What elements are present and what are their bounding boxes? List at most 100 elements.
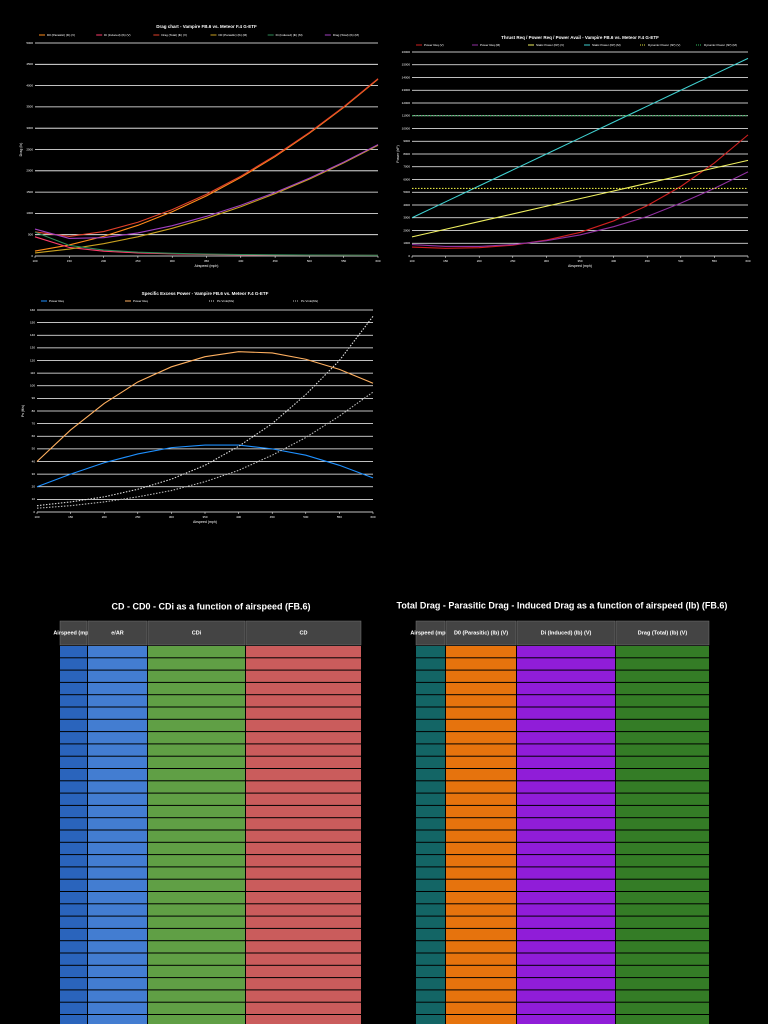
table-cell: [616, 756, 709, 768]
legend-label: Dynamic Power (hP) (M): [704, 43, 737, 47]
table-cell: [88, 990, 147, 1002]
table-cell: [517, 781, 615, 793]
x-tick-label: 150: [68, 515, 73, 519]
y-tick-label: 40: [32, 459, 36, 463]
table-header-cell: [59, 620, 88, 646]
legend-label: Power Req (M): [480, 43, 500, 47]
table-cell: [148, 953, 245, 965]
x-tick-label: 450: [273, 259, 278, 263]
table-cell: [517, 732, 615, 744]
y-tick-label: 60: [32, 434, 36, 438]
table-cell: [517, 818, 615, 830]
table-cell: [416, 941, 445, 953]
table-cell: [60, 892, 87, 904]
table-cell: [517, 904, 615, 916]
series-line: [411, 57, 749, 219]
table-cell: [517, 830, 615, 842]
table-cell: [246, 719, 361, 732]
y-tick-label: 140: [30, 333, 35, 337]
table-cell: [88, 830, 147, 842]
table-cell: [517, 769, 615, 781]
y-tick-label: 2000: [26, 169, 33, 173]
series-line: [36, 444, 374, 488]
table-cell: [88, 965, 147, 978]
table-cell: [517, 953, 615, 965]
table-cell: [616, 830, 709, 842]
table-cell: [148, 892, 245, 904]
table-cell: [148, 682, 245, 695]
table-cell: [88, 879, 147, 891]
table-cell: [517, 793, 615, 805]
y-tick-label: 3000: [403, 216, 410, 220]
y-tick-label: 80: [32, 409, 36, 413]
y-tick-label: 90: [32, 396, 36, 400]
x-tick-label: 300: [170, 259, 175, 263]
x-tick-label: 250: [135, 515, 140, 519]
y-tick-label: 70: [32, 421, 36, 425]
table-cell: [60, 941, 87, 953]
table-cell: [616, 990, 709, 1002]
legend-label: Di (Induced) (lb) (M): [276, 33, 303, 37]
table-cell: [616, 793, 709, 805]
table-cell: [416, 682, 445, 695]
table-cell: [88, 695, 147, 707]
series-line: [411, 159, 749, 238]
table-cell: [148, 830, 245, 842]
table-header-cell: [516, 620, 616, 646]
table-cell: [246, 805, 361, 818]
legend-label: Drag (Total) (lb) (M): [333, 33, 359, 37]
table-cell: [246, 916, 361, 928]
table-cell: [60, 695, 87, 707]
y-tick-label: 1000: [403, 241, 410, 245]
series-line: [36, 351, 374, 462]
table-cell: [148, 916, 245, 928]
table-cell: [517, 744, 615, 756]
y-tick-label: 10000: [402, 126, 411, 130]
series-line: [34, 78, 379, 238]
table-cell: [88, 1002, 147, 1014]
x-tick-label: 400: [236, 515, 241, 519]
table-cell: [60, 830, 87, 842]
table-cell: [446, 978, 516, 990]
table-cell: [446, 928, 516, 941]
x-tick-label: 300: [544, 259, 549, 263]
table-cell: [88, 781, 147, 793]
table-cell: [616, 769, 709, 781]
table-cell: [616, 818, 709, 830]
y-tick-label: 1500: [26, 190, 33, 194]
y-tick-label: 0: [408, 254, 410, 258]
table-cell: [148, 928, 245, 941]
table-cell: [246, 867, 361, 879]
table-cell: [246, 842, 361, 855]
table-cell: [616, 879, 709, 891]
table-cell: [88, 867, 147, 879]
series-line: [411, 171, 749, 247]
table-cell: [616, 695, 709, 707]
table-cell: [517, 707, 615, 719]
table-cell: [416, 965, 445, 978]
x-tick-label: 300: [169, 515, 174, 519]
table-header-cell: [87, 620, 148, 646]
x-axis-label: Airspeed (mph): [193, 520, 217, 524]
y-tick-label: 110: [30, 371, 35, 375]
table-cell: [446, 769, 516, 781]
chart-title: Thrust Req / Power Req / Power Avail - V…: [501, 35, 659, 40]
y-tick-label: 6000: [403, 177, 410, 181]
table-cell: [148, 867, 245, 879]
x-tick-label: 350: [204, 259, 209, 263]
x-tick-label: 400: [611, 259, 616, 263]
x-tick-label: 500: [307, 259, 312, 263]
table-cell: [88, 707, 147, 719]
table-cell: [148, 769, 245, 781]
table-cell: [416, 658, 445, 670]
table-cell: [517, 695, 615, 707]
table-cell: [416, 818, 445, 830]
x-tick-label: 600: [370, 515, 375, 519]
y-tick-label: 9000: [403, 139, 410, 143]
table-cell: [446, 855, 516, 867]
table-cell: [616, 965, 709, 978]
y-tick-label: 5000: [403, 190, 410, 194]
legend-label: Ps Vmlo(ft/s): [217, 299, 234, 303]
x-tick-label: 550: [341, 259, 346, 263]
table-cell: [616, 781, 709, 793]
